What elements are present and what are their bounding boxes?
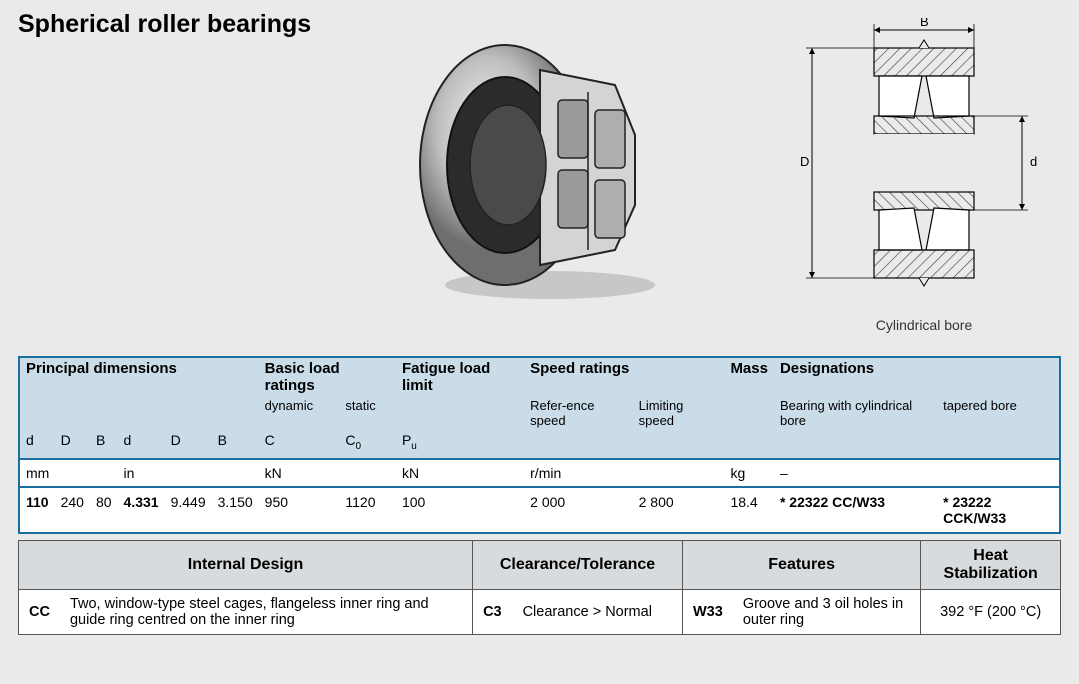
col-basicload: Basic load ratings: [259, 357, 396, 396]
hdr-clearance: Clearance/Tolerance: [473, 541, 683, 590]
sub-static: static: [339, 396, 396, 430]
col-C: C: [259, 430, 340, 459]
val-C: 950: [259, 487, 340, 533]
col-fatigue: Fatigue load limit: [396, 357, 524, 396]
col-Pu: Pu: [396, 430, 524, 459]
col-D-in: D: [165, 430, 212, 459]
col-C0: C0: [339, 430, 396, 459]
unit-kN2: kN: [396, 459, 524, 487]
val-C0: 1120: [339, 487, 396, 533]
sub-cylbore: Bearing with cylindrical bore: [774, 396, 937, 430]
val-d-mm: 110: [19, 487, 55, 533]
val-des-cyl: * 22322 CC/W33: [774, 487, 937, 533]
val-mass: 18.4: [724, 487, 774, 533]
cross-section-diagram: B D: [789, 18, 1059, 328]
unit-in: in: [118, 459, 259, 487]
features-text: Groove and 3 oil holes in outer ring: [733, 590, 921, 635]
val-d-in: 4.331: [118, 487, 165, 533]
unit-mm: mm: [19, 459, 118, 487]
unit-rmin: r/min: [524, 459, 724, 487]
heat-value: 392 °F (200 °C): [921, 590, 1061, 635]
internal-text: Two, window-type steel cages, flangeless…: [60, 590, 473, 635]
col-d-mm: d: [19, 430, 55, 459]
sub-refspeed: Refer-ence speed: [524, 396, 632, 430]
col-mass: Mass: [724, 357, 774, 396]
spec-table: Principal dimensions Basic load ratings …: [18, 356, 1061, 534]
col-B-mm: B: [90, 430, 118, 459]
val-B-in: 3.150: [212, 487, 259, 533]
details-table: Internal Design Clearance/Tolerance Feat…: [18, 540, 1061, 635]
val-B-mm: 80: [90, 487, 118, 533]
hdr-internal: Internal Design: [19, 541, 473, 590]
col-d-in: d: [118, 430, 165, 459]
col-designations: Designations: [774, 357, 1060, 396]
val-D-mm: 240: [55, 487, 90, 533]
sub-tapbore: tapered bore: [937, 396, 1060, 430]
hdr-features: Features: [682, 541, 920, 590]
svg-text:B: B: [920, 18, 929, 29]
unit-kN: kN: [259, 459, 396, 487]
page-title: Spherical roller bearings: [18, 10, 311, 39]
col-speed: Speed ratings: [524, 357, 724, 396]
features-code: W33: [682, 590, 732, 635]
col-B-in: B: [212, 430, 259, 459]
svg-text:D: D: [800, 154, 809, 169]
col-principal: Principal dimensions: [19, 357, 259, 396]
val-Pu: 100: [396, 487, 524, 533]
hdr-heat: Heat Stabilization: [921, 541, 1061, 590]
internal-code: CC: [19, 590, 60, 635]
val-des-tap: * 23222 CCK/W33: [937, 487, 1060, 533]
sub-dynamic: dynamic: [259, 396, 340, 430]
clearance-text: Clearance > Normal: [513, 590, 683, 635]
clearance-code: C3: [473, 590, 513, 635]
svg-text:d: d: [1030, 154, 1037, 169]
bearing-3d-illustration: [400, 30, 680, 310]
val-refspeed: 2 000: [524, 487, 632, 533]
unit-kg: kg: [724, 459, 774, 487]
sub-limspeed: Limiting speed: [633, 396, 725, 430]
cross-section-caption: Cylindrical bore: [789, 317, 1059, 333]
col-D-mm: D: [55, 430, 90, 459]
unit-dash: –: [774, 459, 1060, 487]
val-D-in: 9.449: [165, 487, 212, 533]
val-limspeed: 2 800: [633, 487, 725, 533]
